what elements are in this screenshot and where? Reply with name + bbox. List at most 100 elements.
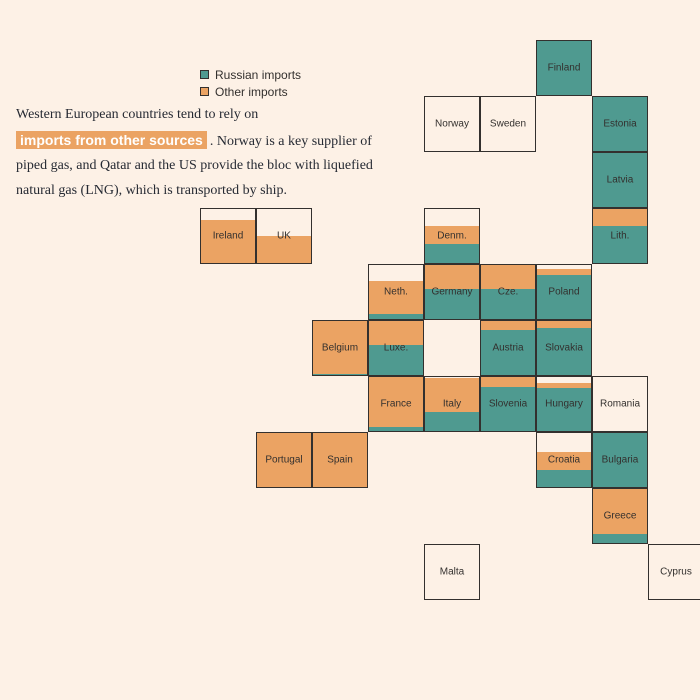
- legend-swatch-russian: [200, 70, 209, 79]
- tile-label: France: [380, 398, 412, 410]
- russian-fill: [536, 470, 592, 488]
- tile-cyprus: Cyprus: [648, 544, 700, 600]
- other-fill: [312, 432, 368, 488]
- tile-label: Cze.: [497, 286, 519, 298]
- other-fill: [200, 219, 256, 264]
- tile-neth: Neth.: [368, 264, 424, 320]
- other-fill: [536, 320, 592, 328]
- tile-label: Belgium: [321, 342, 359, 354]
- russian-fill: [536, 40, 592, 96]
- russian-fill: [480, 387, 536, 432]
- tile-malta: Malta: [424, 544, 480, 600]
- other-fill: [424, 377, 480, 412]
- tile-slovenia: Slovenia: [480, 376, 536, 432]
- legend-item-other: Other imports: [200, 83, 301, 100]
- tile-label: Spain: [327, 454, 353, 466]
- legend-item-russian: Russian imports: [200, 66, 301, 83]
- russian-fill: [592, 432, 648, 488]
- other-fill: [536, 452, 592, 471]
- other-fill: [256, 236, 312, 263]
- tile-croatia: Croatia: [536, 432, 592, 488]
- tile-poland: Poland: [536, 264, 592, 320]
- tile-uk: UK: [256, 208, 312, 264]
- tile-label: Bulgaria: [601, 454, 639, 466]
- tile-spain: Spain: [312, 432, 368, 488]
- chart-legend: Russian imports Other imports: [200, 66, 301, 100]
- tile-finland: Finland: [536, 40, 592, 96]
- tile-sweden: Sweden: [480, 96, 536, 152]
- russian-fill: [424, 289, 480, 320]
- tile-label: Portugal: [265, 454, 303, 466]
- tile-label: Estonia: [603, 118, 637, 130]
- tile-label: Hungary: [545, 398, 583, 410]
- other-fill: [536, 382, 592, 388]
- tile-label: Neth.: [384, 286, 408, 298]
- tile-label: Austria: [492, 342, 524, 354]
- tile-latvia: Latvia: [592, 152, 648, 208]
- tile-label: Slovenia: [488, 398, 528, 410]
- tile-label: Luxe.: [383, 342, 409, 354]
- legend-swatch-other: [200, 87, 209, 96]
- legend-label-other: Other imports: [215, 84, 288, 99]
- other-fill: [368, 320, 424, 346]
- russian-fill: [368, 345, 424, 376]
- intro-text: Western European countries tend to rely …: [16, 103, 396, 203]
- other-fill: [592, 208, 648, 226]
- tile-italy: Italy: [424, 376, 480, 432]
- tile-denm: Denm.: [424, 208, 480, 264]
- tile-norway: Norway: [424, 96, 480, 152]
- tile-germany: Germany: [424, 264, 480, 320]
- tile-label: Finland: [547, 62, 581, 74]
- tile-lith: Lith.: [592, 208, 648, 264]
- russian-fill: [592, 96, 648, 152]
- tile-label: Cyprus: [660, 566, 692, 578]
- other-fill: [368, 280, 424, 315]
- tile-bulgaria: Bulgaria: [592, 432, 648, 488]
- russian-fill: [536, 327, 592, 376]
- tile-portugal: Portugal: [256, 432, 312, 488]
- tile-label: Poland: [548, 286, 580, 298]
- tile-label: Denm.: [437, 230, 467, 242]
- tile-france: France: [368, 376, 424, 432]
- tile-label: Lith.: [610, 230, 630, 242]
- other-fill: [536, 269, 592, 276]
- other-fill: [592, 152, 648, 154]
- intro-highlight: imports from other sources: [16, 130, 207, 149]
- russian-fill: [592, 533, 648, 544]
- tile-greece: Greece: [592, 488, 648, 544]
- other-fill: [424, 264, 480, 290]
- other-fill: [368, 376, 424, 427]
- tile-label: UK: [277, 230, 291, 242]
- other-fill: [480, 264, 536, 290]
- tile-luxe: Luxe.: [368, 320, 424, 376]
- other-fill: [480, 376, 536, 388]
- tile-estonia: Estonia: [592, 96, 648, 152]
- russian-fill: [368, 426, 424, 432]
- russian-fill: [536, 275, 592, 320]
- tile-label: Italy: [442, 398, 462, 410]
- tile-ireland: Ireland: [200, 208, 256, 264]
- russian-fill: [480, 289, 536, 320]
- intro-text-after: . Norway is a key supplier of piped gas,…: [16, 133, 373, 198]
- tile-label: Sweden: [489, 118, 527, 130]
- intro-text-before: Western European countries tend to rely …: [16, 107, 259, 122]
- tile-hungary: Hungary: [536, 376, 592, 432]
- russian-fill: [368, 314, 424, 320]
- tile-cze: Cze.: [480, 264, 536, 320]
- russian-fill: [592, 153, 648, 208]
- tile-romania: Romania: [592, 376, 648, 432]
- russian-fill: [312, 373, 368, 376]
- other-fill: [312, 320, 368, 374]
- russian-fill: [424, 411, 480, 432]
- tile-label: Malta: [439, 566, 465, 578]
- tile-label: Croatia: [547, 454, 581, 466]
- tile-belgium: Belgium: [312, 320, 368, 376]
- other-fill: [256, 432, 312, 488]
- tile-label: Ireland: [212, 230, 244, 242]
- russian-fill: [592, 225, 648, 264]
- tile-label: Germany: [431, 286, 473, 298]
- other-fill: [480, 320, 536, 331]
- legend-label-russian: Russian imports: [215, 67, 302, 82]
- russian-fill: [480, 330, 536, 376]
- russian-fill: [536, 387, 592, 432]
